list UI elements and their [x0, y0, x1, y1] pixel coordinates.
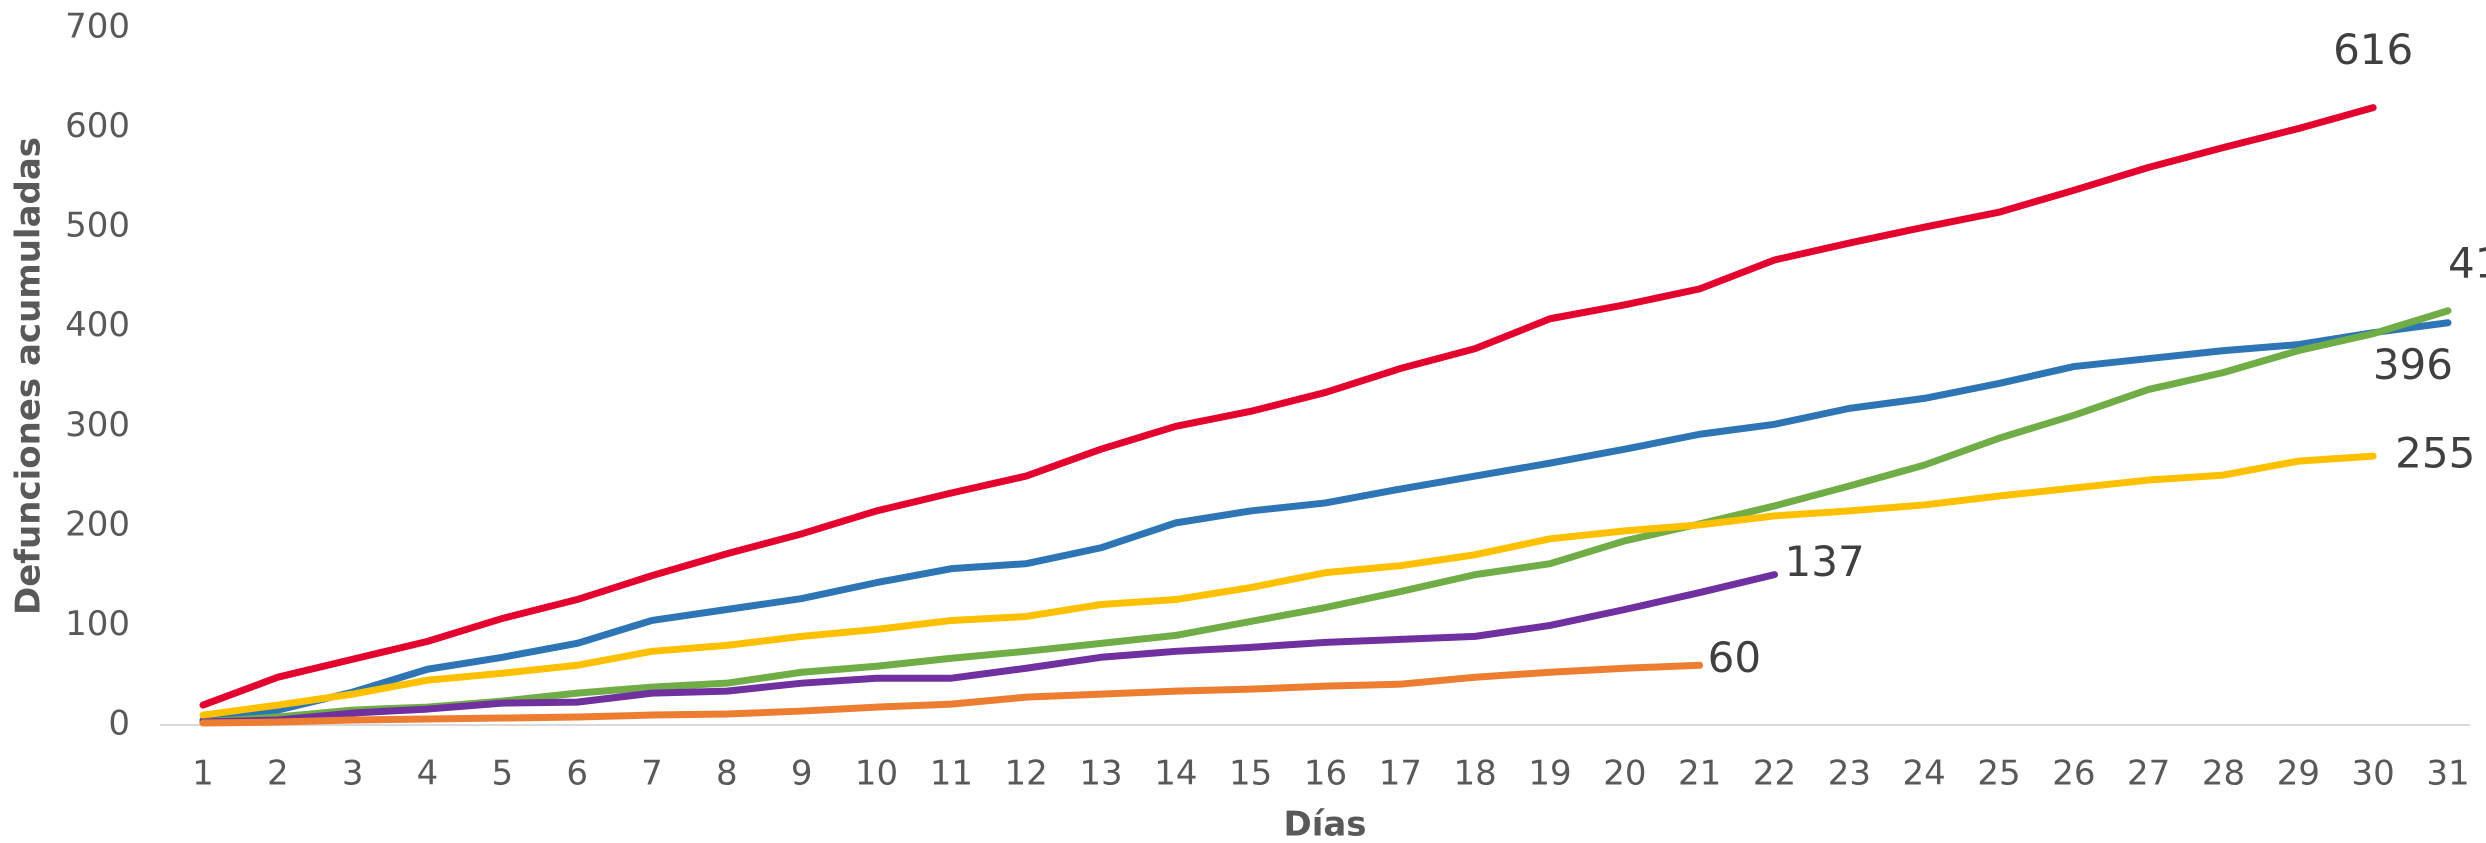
- y-tick-label: 100: [65, 604, 130, 644]
- series-line: [199, 452, 2377, 719]
- x-tick-label: 24: [1903, 754, 1946, 794]
- x-tick-label: 4: [417, 754, 439, 794]
- end-label: 255: [2395, 429, 2475, 478]
- x-tick-label: 23: [1828, 754, 1871, 794]
- series-line: [199, 661, 1704, 727]
- x-tick-label: 30: [2352, 754, 2395, 794]
- y-tick-label: 200: [65, 504, 130, 544]
- x-tick-label: 8: [716, 754, 738, 794]
- end-label: 137: [1785, 537, 1865, 586]
- x-tick-label: 3: [342, 754, 364, 794]
- y-tick-label: 600: [65, 106, 130, 146]
- x-tick-label: 20: [1603, 754, 1646, 794]
- series-line: [199, 571, 1778, 726]
- x-tick-label: 14: [1154, 754, 1197, 794]
- x-tick-label: 1: [192, 754, 214, 794]
- series-line: [199, 319, 2452, 724]
- x-tick-label: 13: [1079, 754, 1122, 794]
- x-tick-label: 10: [855, 754, 898, 794]
- x-tick-label: 27: [2127, 754, 2170, 794]
- y-tick-label: 300: [65, 405, 130, 445]
- x-tick-label: 16: [1304, 754, 1347, 794]
- x-tick-label: 26: [2052, 754, 2095, 794]
- x-tick-label: 5: [492, 754, 514, 794]
- x-tick-label: 7: [641, 754, 663, 794]
- end-label: 396: [2373, 340, 2453, 389]
- x-tick-label: 11: [930, 754, 973, 794]
- y-tick-label: 400: [65, 305, 130, 345]
- x-tick-label: 28: [2202, 754, 2245, 794]
- end-label: 414: [2448, 238, 2486, 287]
- series-line: [199, 104, 2377, 709]
- series-line: [199, 307, 2452, 726]
- x-tick-label: 6: [566, 754, 588, 794]
- end-label: 60: [1708, 633, 1761, 682]
- x-tick-label: 15: [1229, 754, 1272, 794]
- x-axis-title: Días: [1283, 805, 1366, 843]
- x-tick-label: 18: [1454, 754, 1497, 794]
- x-tick-label: 22: [1753, 754, 1796, 794]
- x-tick-label: 2: [267, 754, 289, 794]
- y-tick-label: 500: [65, 206, 130, 246]
- x-tick-label: 17: [1379, 754, 1422, 794]
- end-label: 616: [2333, 25, 2413, 74]
- y-axis-title: Defunciones acumuladas: [9, 137, 49, 615]
- x-tick-label: 9: [791, 754, 813, 794]
- x-tick-label: 21: [1678, 754, 1721, 794]
- x-tick-label: 25: [1977, 754, 2020, 794]
- x-tick-label: 19: [1528, 754, 1571, 794]
- x-tick-label: 29: [2277, 754, 2320, 794]
- y-tick-label: 700: [65, 7, 130, 47]
- x-tick-label: 12: [1005, 754, 1048, 794]
- y-tick-label: 0: [108, 704, 130, 744]
- x-tick-label: 31: [2426, 754, 2469, 794]
